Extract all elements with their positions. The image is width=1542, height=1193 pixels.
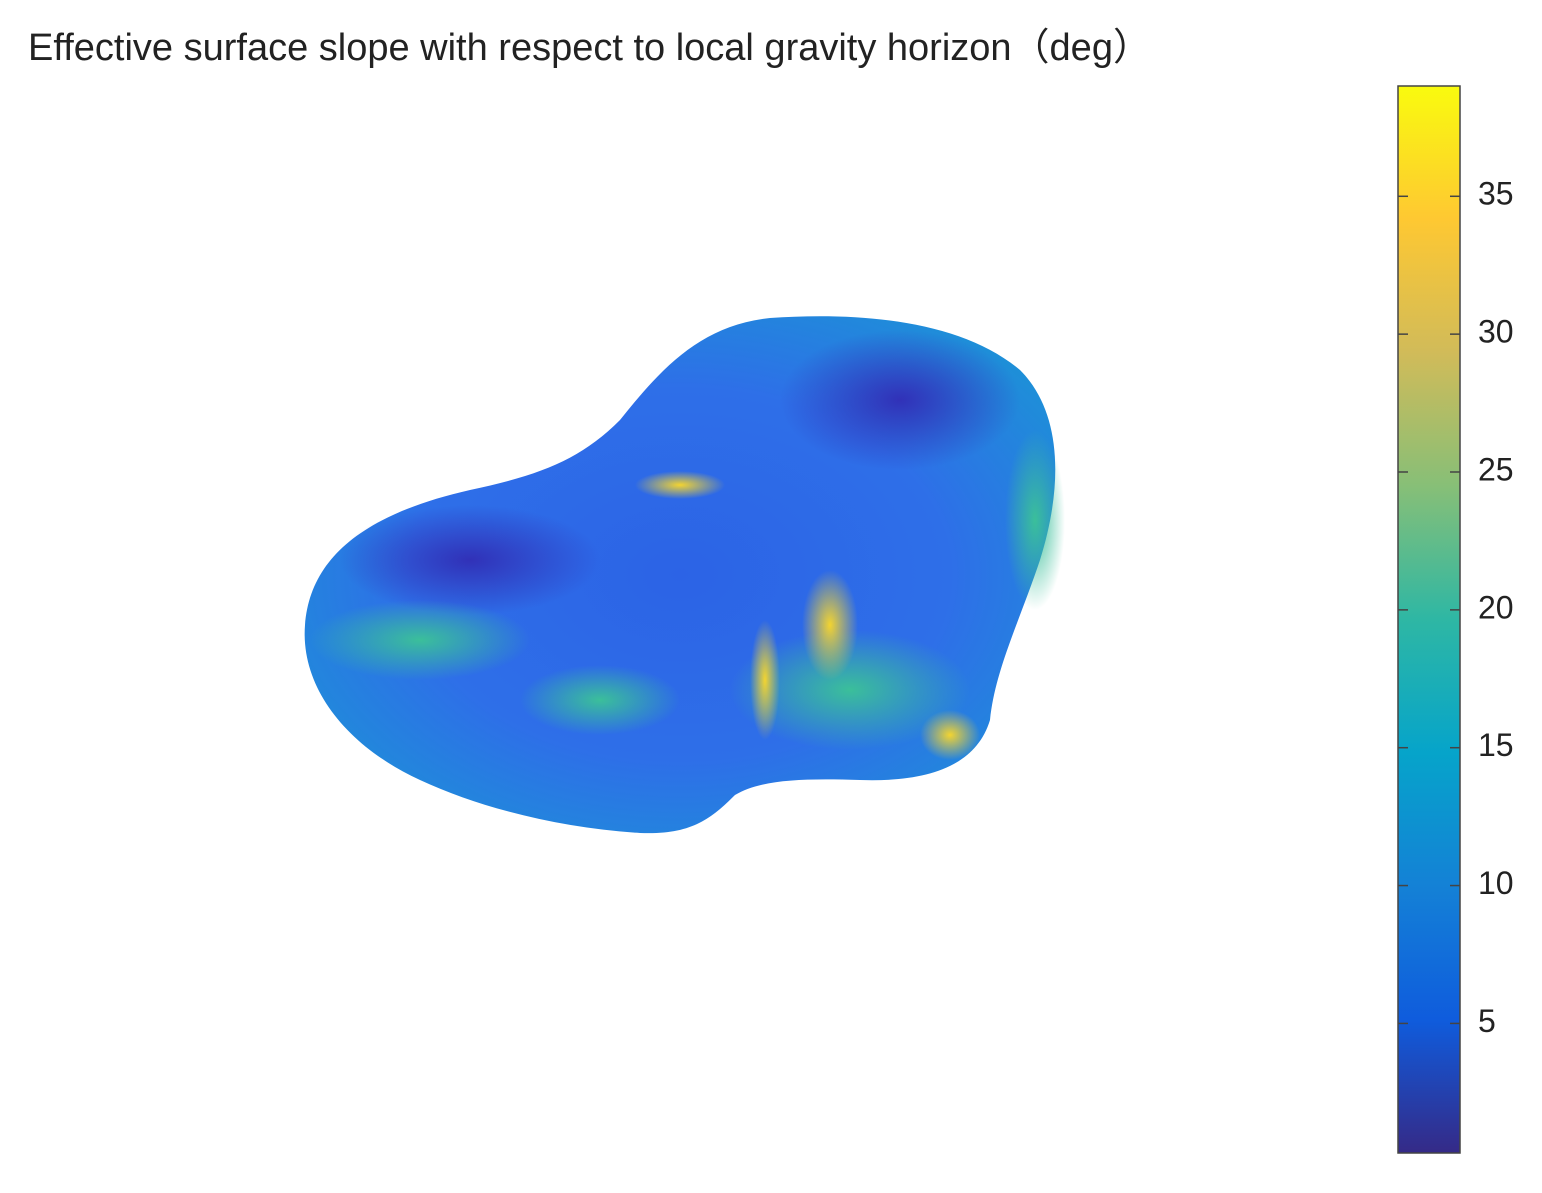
colorbar: [1397, 85, 1461, 1154]
chart-title: Effective surface slope with respect to …: [28, 27, 1151, 69]
colorbar-tick-label: 35: [1478, 176, 1514, 212]
colorbar-tick-label: 10: [1478, 865, 1514, 901]
colorbar-tick-label: 15: [1478, 727, 1514, 763]
surface: [304, 316, 1065, 834]
colorbar-tick-label: 30: [1478, 314, 1514, 350]
colorbar-tick-label: 5: [1478, 1003, 1496, 1039]
colorbar-tick-label: 25: [1478, 451, 1514, 487]
colorbar-tick-label: 20: [1478, 589, 1514, 625]
